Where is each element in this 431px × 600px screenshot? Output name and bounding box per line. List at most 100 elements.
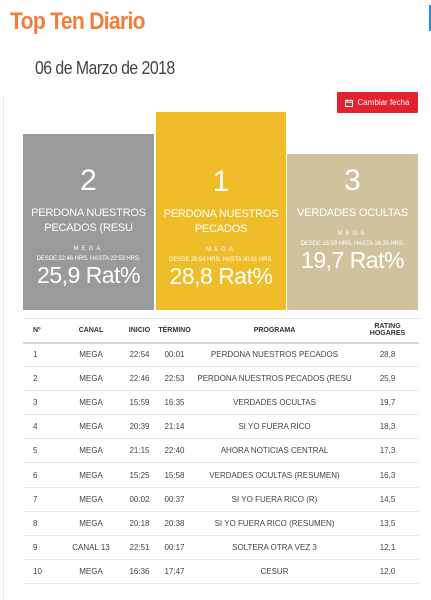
table-row[interactable]: 4 MEGA 20:39 21:14 SI YO FUERA RICO 18,3	[23, 414, 419, 440]
cell-program: SI YO FUERA RICO	[193, 414, 356, 440]
podium-rating: 19,7 Rat%	[301, 247, 404, 273]
cell-program: SOLTERA OTRA VEZ 3	[193, 535, 356, 560]
cell-start: 20:18	[123, 511, 156, 536]
cell-rating: 12,0	[356, 559, 419, 584]
cell-start: 21:15	[123, 438, 156, 464]
cell-end: 16:35	[156, 390, 193, 416]
table-row[interactable]: 9 CANAL 13 22:51 00:17 SOLTERA OTRA VEZ 3 12,…	[23, 535, 419, 560]
podium-rank: 3	[344, 164, 361, 197]
cell-channel: CANAL 13	[59, 535, 123, 560]
cell-start: 22:51	[123, 535, 156, 560]
cell-rating: 16,3	[356, 462, 419, 488]
cell-num: 6	[23, 462, 59, 488]
table-header-row: Nº CANAL INICIO TÉRMINO PROGRAMA RATING …	[23, 318, 419, 344]
header-program[interactable]: PROGRAMA	[193, 318, 356, 344]
cell-channel: MEGA	[59, 366, 123, 392]
cell-program: PERDONA NUESTROS PECADOS	[193, 342, 356, 368]
cell-channel: MEGA	[59, 342, 123, 368]
cell-channel: MEGA	[59, 414, 123, 440]
cell-num: 7	[23, 487, 59, 512]
header-start[interactable]: INICIO	[123, 318, 156, 344]
date-label: 06 de Marzo de 2018	[35, 58, 175, 78]
podium-channel: MEGA	[337, 231, 368, 237]
table-row[interactable]: 1 MEGA 22:54 00:01 PERDONA NUESTROS PECADOS 2…	[23, 342, 419, 368]
podium-rank: 2	[80, 164, 97, 197]
cell-start: 22:46	[123, 366, 156, 392]
calendar-icon	[345, 98, 354, 107]
table-row[interactable]: 3 MEGA 15:59 16:35 VERDADES OCULTAS 19,7	[23, 390, 419, 416]
cell-program: CESUR	[193, 559, 356, 584]
header-channel[interactable]: CANAL	[59, 318, 123, 344]
cell-start: 00:02	[123, 487, 156, 512]
change-date-button[interactable]: Cambiar fecha	[337, 92, 418, 113]
podium-program: PERDONA NUESTROS PECADOS	[163, 208, 279, 235]
cell-end: 22:53	[156, 366, 193, 392]
podium-card-first[interactable]: 1 PERDONA NUESTROS PECADOS MEGA DESDE 20…	[156, 112, 286, 310]
cell-rating: 19,7	[356, 390, 419, 416]
change-date-label: Cambiar fecha	[357, 98, 410, 107]
cell-end: 00:01	[156, 342, 193, 368]
podium-channel: MEGA	[73, 246, 104, 252]
cell-rating: 12,1	[356, 535, 419, 560]
cell-end: 00:17	[156, 535, 193, 560]
table-row[interactable]: 2 MEGA 22:46 22:53 PERDONA NUESTROS PECADOS …	[23, 366, 419, 392]
table-row[interactable]: 7 MEGA 00:02 00:37 SI YO FUERA RICO (R) 14,5	[23, 487, 419, 512]
cell-rating: 25,9	[356, 366, 419, 392]
header-num[interactable]: Nº	[23, 318, 59, 344]
cell-num: 2	[23, 366, 59, 392]
cell-channel: MEGA	[59, 390, 123, 416]
window-edge-accent	[429, 5, 431, 31]
cell-num: 3	[23, 390, 59, 416]
cell-rating: 28,8	[356, 342, 419, 368]
cell-start: 16:36	[123, 559, 156, 584]
cell-program: PERDONA NUESTROS PECADOS (RESU	[193, 366, 356, 392]
cell-channel: MEGA	[59, 462, 123, 488]
table-row[interactable]: 6 MEGA 15:25 15:58 VERDADES OCULTAS (RESUMEN…	[23, 462, 419, 488]
table-row[interactable]: 8 MEGA 20:18 20:38 SI YO FUERA RICO (RESUMEN…	[23, 511, 419, 536]
cell-channel: MEGA	[59, 511, 123, 536]
cell-rating: 13,5	[356, 511, 419, 536]
left-divider	[3, 95, 4, 600]
cell-rating: 17,3	[356, 438, 419, 464]
cell-num: 5	[23, 438, 59, 464]
header-end[interactable]: TÉRMINO	[156, 318, 193, 344]
cell-rating: 18,3	[356, 414, 419, 440]
cell-end: 22:40	[156, 438, 193, 464]
podium-card-second[interactable]: 2 PERDONA NUESTROS PECADOS (RESU MEGA DE…	[23, 134, 154, 310]
podium-program: VERDADES OCULTAS	[297, 207, 408, 219]
cell-end: 15:58	[156, 462, 193, 488]
cell-program: SI YO FUERA RICO (RESUMEN)	[193, 511, 356, 536]
cell-start: 15:25	[123, 462, 156, 488]
cell-num: 4	[23, 414, 59, 440]
podium-time: DESDE 22:46 HRS. HASTA 22:53 HRS.	[36, 256, 141, 262]
table-row[interactable]: 10 MEGA 16:36 17:47 CESUR 12,0	[23, 559, 419, 584]
cell-end: 17:47	[156, 559, 193, 584]
cell-end: 21:14	[156, 414, 193, 440]
cell-program: AHORA NOTICIAS CENTRAL	[193, 438, 356, 464]
cell-rating: 14,5	[356, 487, 419, 512]
ranking-table: Nº CANAL INICIO TÉRMINO PROGRAMA RATING …	[23, 318, 419, 584]
podium-time: DESDE 20:54 HRS. HASTA 00:01 HRS.	[169, 257, 273, 263]
cell-num: 9	[23, 535, 59, 560]
header-rating[interactable]: RATING HOGARES	[356, 318, 419, 344]
cell-num: 10	[23, 559, 59, 584]
cell-start: 22:54	[123, 342, 156, 368]
podium-rating: 25,9 Rat%	[37, 262, 140, 288]
podium-channel: MEGA	[206, 247, 236, 253]
cell-num: 1	[23, 342, 59, 368]
cell-channel: MEGA	[59, 438, 123, 464]
podium-time: DESDE 15:59 HRS. HASTA 16:35 HRS.	[300, 241, 405, 247]
cell-start: 20:39	[123, 414, 156, 440]
cell-program: VERDADES OCULTAS (RESUMEN)	[193, 462, 356, 488]
podium-card-third[interactable]: 3 VERDADES OCULTAS MEGA DESDE 15:59 HRS.…	[287, 154, 418, 310]
cell-num: 8	[23, 511, 59, 536]
page-title: Top Ten Diario	[10, 8, 146, 35]
table-row[interactable]: 5 MEGA 21:15 22:40 AHORA NOTICIAS CENTRAL 17,…	[23, 438, 419, 464]
podium-program: PERDONA NUESTROS PECADOS (RESU	[31, 207, 146, 234]
cell-start: 15:59	[123, 390, 156, 416]
podium-rank: 1	[212, 165, 230, 198]
cell-program: SI YO FUERA RICO (R)	[193, 487, 356, 512]
cell-end: 00:37	[156, 487, 193, 512]
podium-rating: 28,8 Rat%	[169, 263, 273, 289]
cell-channel: MEGA	[59, 487, 123, 512]
